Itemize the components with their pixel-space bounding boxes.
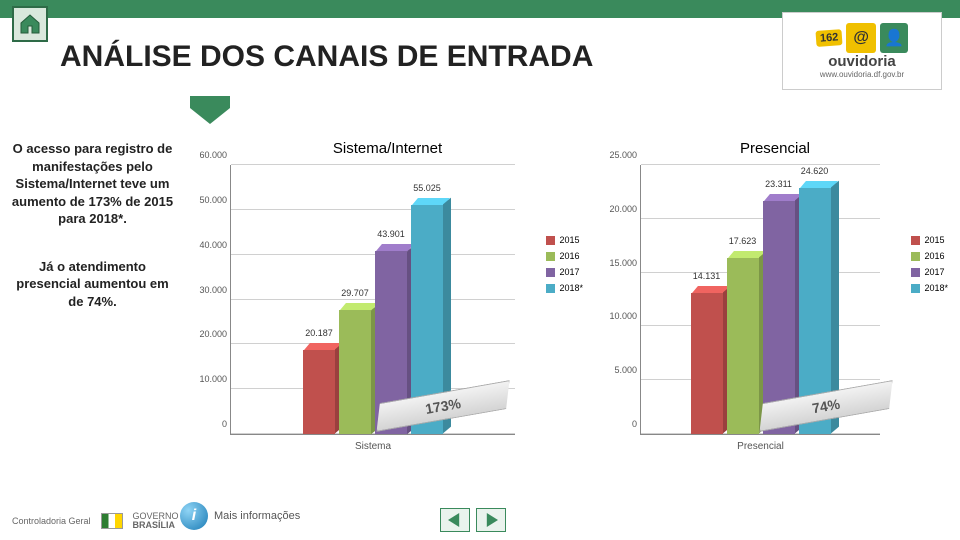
logo-brand: ouvidoria [828, 53, 896, 70]
info-button[interactable]: i Mais informações [180, 502, 300, 530]
chart-presencial: Presencial 0 5.000 10.000 15.000 20.000 25.00… [600, 140, 950, 450]
bar-2016: 17.623 [727, 258, 759, 434]
legend: 2015 2016 2017 2018* [911, 235, 948, 299]
y-tick-label: 40.000 [187, 240, 227, 250]
bar-value-label: 14.131 [693, 271, 721, 281]
legend: 2015 2016 2017 2018* [546, 235, 583, 299]
page-title: ANÁLISE DOS CANAIS DE ENTRADA [60, 40, 593, 74]
x-axis-label: Presencial [737, 441, 784, 452]
arrow-left-icon [448, 513, 462, 527]
home-button[interactable] [12, 6, 48, 42]
home-icon [18, 12, 42, 36]
at-icon: @ [846, 23, 876, 53]
bar-value-label: 17.623 [729, 236, 757, 246]
prev-button[interactable] [440, 508, 470, 532]
bar-2015: 14.131 [691, 293, 723, 434]
y-tick-label: 5.000 [597, 365, 637, 375]
y-tick-label: 15.000 [597, 258, 637, 268]
legend-label: 2015 [924, 235, 944, 245]
logo-url: www.ouvidoria.df.gov.br [820, 70, 904, 79]
legend-label: 2017 [924, 267, 944, 277]
info-label: Mais informações [214, 510, 300, 522]
sidebar-p1: O acesso para registro de manifestações … [10, 140, 175, 228]
info-icon: i [180, 502, 208, 530]
sidebar-text: O acesso para registro de manifestações … [10, 140, 175, 340]
chart-presencial-title: Presencial [600, 140, 950, 157]
y-tick-label: 20.000 [597, 204, 637, 214]
next-button[interactable] [476, 508, 506, 532]
person-icon: 👤 [880, 23, 908, 53]
y-tick-label: 0 [187, 419, 227, 429]
bar-value-label: 55.025 [413, 183, 441, 193]
legend-label: 2016 [924, 251, 944, 261]
y-tick-label: 10.000 [597, 311, 637, 321]
bar-2016: 29.707 [339, 310, 371, 434]
chart-sistema: Sistema/Internet 0 10.000 20.000 30.000 40.0… [190, 140, 585, 450]
legend-label: 2015 [559, 235, 579, 245]
y-tick-label: 20.000 [187, 329, 227, 339]
footer-controladoria: Controladoria Geral [12, 516, 91, 526]
legend-label: 2016 [559, 251, 579, 261]
legend-label: 2018* [559, 283, 583, 293]
y-tick-label: 50.000 [187, 195, 227, 205]
legend-label: 2018* [924, 283, 948, 293]
bar-value-label: 24.620 [801, 166, 829, 176]
bar-value-label: 23.311 [765, 179, 792, 189]
y-tick-label: 0 [597, 419, 637, 429]
footer: Controladoria Geral GOVERNO DE BRASÍLIA [12, 512, 194, 530]
bar-value-label: 29.707 [341, 288, 369, 298]
sidebar-p2: Já o atendimento presencial aumentou em … [10, 258, 175, 311]
flag-icon [101, 513, 123, 529]
legend-label: 2017 [559, 267, 579, 277]
y-tick-label: 30.000 [187, 285, 227, 295]
y-tick-label: 60.000 [187, 150, 227, 160]
bar-2015: 20.187 [303, 350, 335, 434]
y-tick-label: 25.000 [597, 150, 637, 160]
brand-logo: 162 @ 👤 ouvidoria www.ouvidoria.df.gov.b… [782, 12, 942, 90]
nav-arrows [440, 508, 506, 532]
y-tick-label: 10.000 [187, 374, 227, 384]
bar-value-label: 20.187 [305, 328, 333, 338]
arrow-right-icon [484, 513, 498, 527]
bar-value-label: 43.901 [377, 229, 405, 239]
logo-tag: 162 [815, 29, 842, 47]
chevron-down-icon [190, 96, 230, 126]
x-axis-label: Sistema [355, 441, 391, 452]
chart-sistema-title: Sistema/Internet [190, 140, 585, 157]
